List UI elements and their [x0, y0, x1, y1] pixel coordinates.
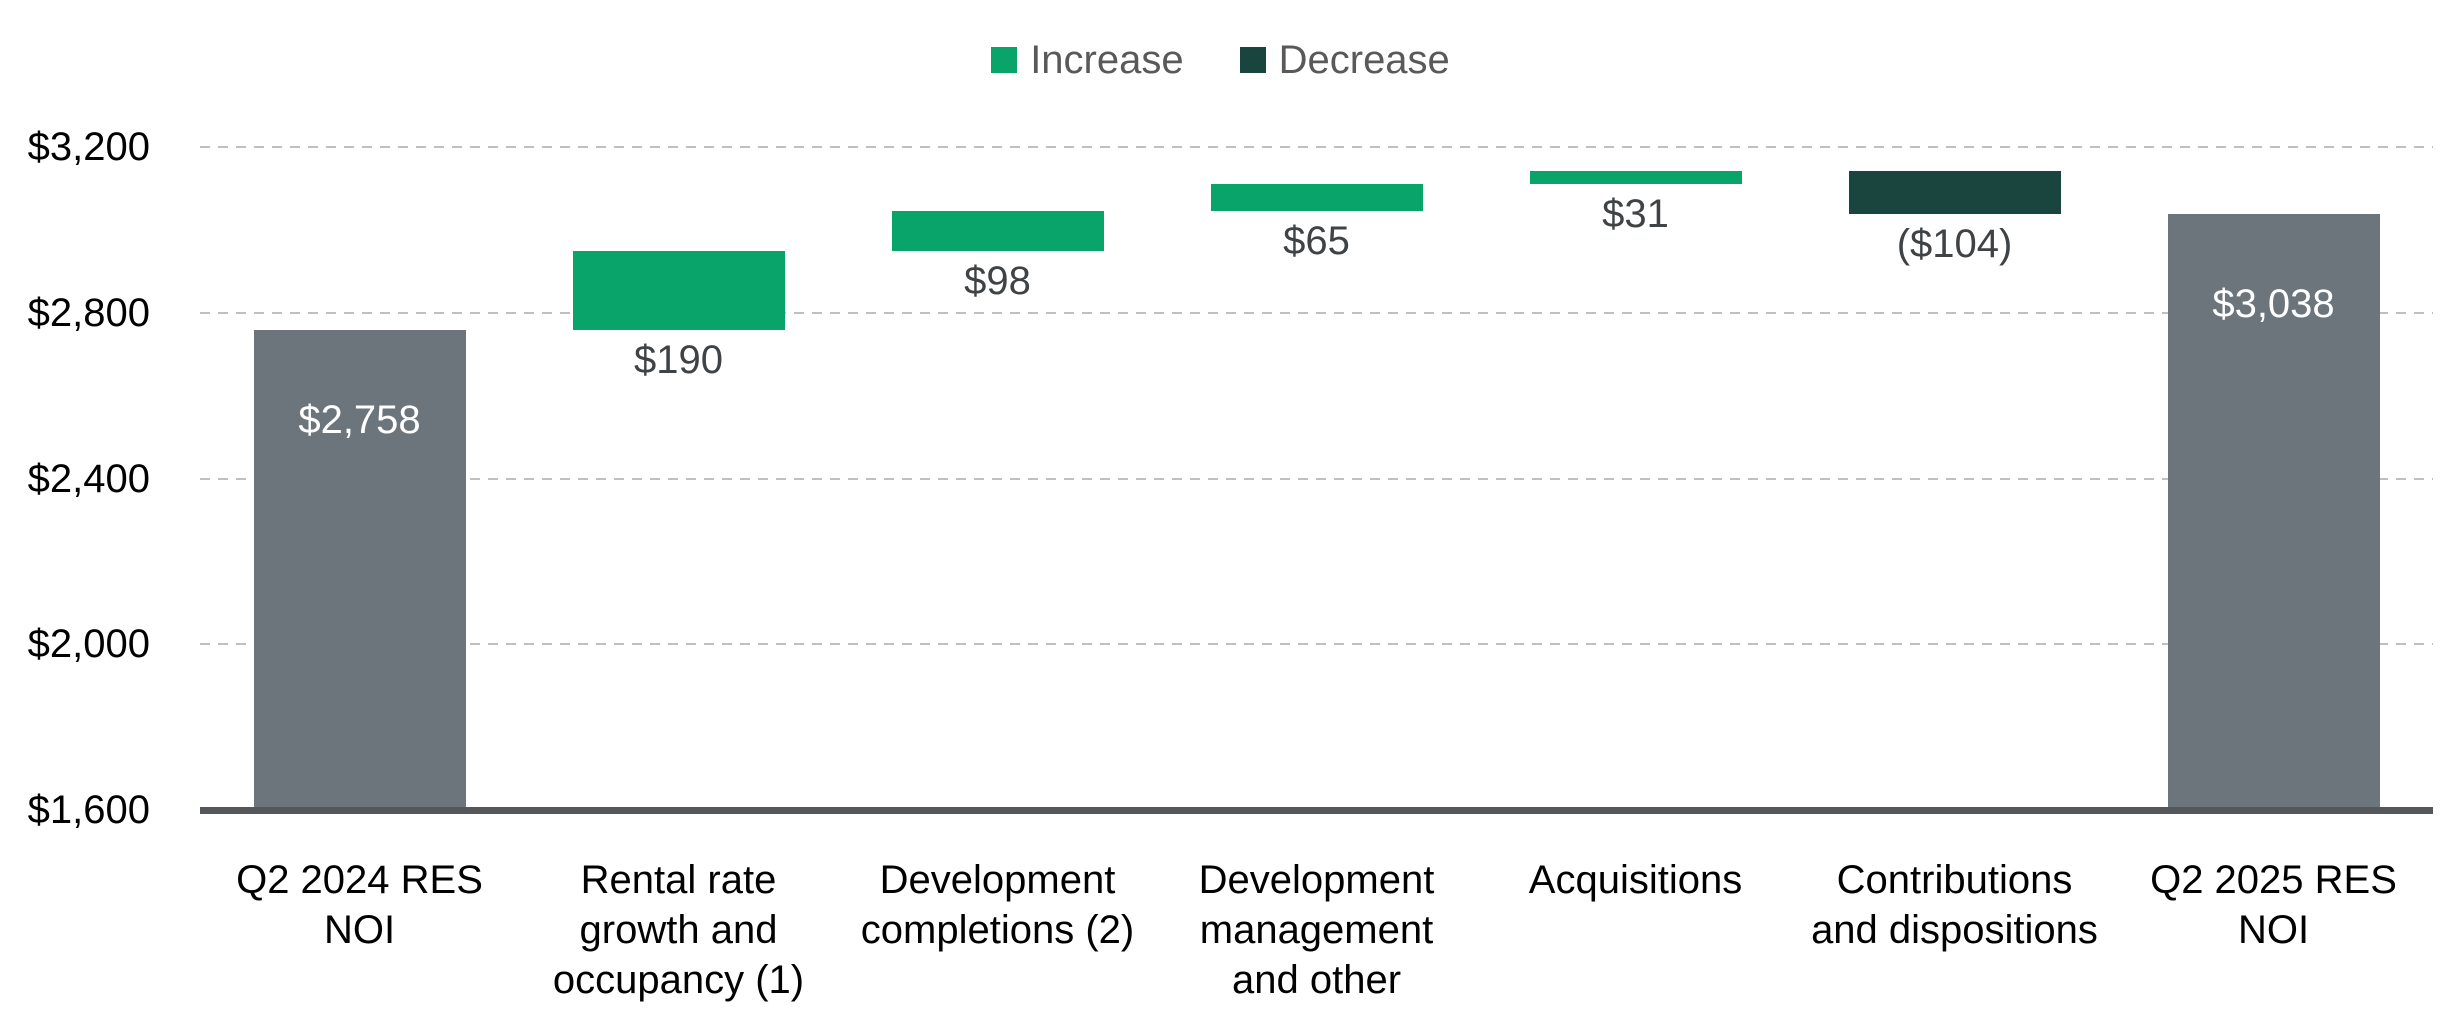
legend-label: Increase	[1030, 38, 1184, 82]
category-label: Rental rate growth and occupancy (1)	[552, 858, 805, 1002]
legend-item-decrease: Decrease	[1239, 38, 1450, 82]
legend-swatch-icon	[1239, 47, 1266, 73]
waterfall-bar-increase	[1210, 183, 1423, 211]
y-axis-tick-label: $2,800	[27, 290, 150, 335]
y-axis-tick-label: $2,000	[27, 622, 150, 667]
category-label: Development management and other	[1198, 858, 1435, 1002]
gridline	[200, 477, 2433, 480]
category-label: Contributions and dispositions	[1811, 858, 2098, 952]
legend-item-increase: Increase	[991, 38, 1184, 82]
waterfall-bar-total	[253, 330, 466, 810]
bar-value-label: $3,038	[2212, 282, 2335, 327]
y-axis-tick-label: $2,400	[27, 456, 150, 501]
bar-value-label: $2,758	[298, 398, 421, 443]
category-label: Development completions (2)	[860, 858, 1135, 952]
chart-legend: Increase Decrease	[0, 40, 2441, 80]
x-axis-line	[200, 806, 2433, 814]
waterfall-bar-total	[2167, 214, 2380, 810]
waterfall-bar-increase	[891, 210, 1104, 252]
gridline	[200, 643, 2433, 646]
category-label: Q2 2025 RES NOI	[2150, 858, 2397, 952]
legend-swatch-icon	[991, 47, 1018, 73]
bar-value-label: $31	[1602, 191, 1669, 236]
gridline	[200, 311, 2433, 314]
y-axis-tick-label: $1,600	[27, 788, 150, 832]
bar-value-label: $65	[1283, 218, 1350, 263]
category-label: Acquisitions	[1528, 858, 1743, 902]
category-label: Q2 2024 RES NOI	[236, 858, 483, 952]
waterfall-bar-decrease	[1848, 171, 2061, 215]
waterfall-bar-increase	[1529, 171, 1742, 184]
waterfall-bar-increase	[572, 251, 785, 331]
bar-value-label: $190	[634, 338, 723, 383]
y-axis-tick-label: $3,200	[27, 125, 150, 169]
bar-value-label: $98	[964, 259, 1031, 304]
gridline	[200, 146, 2433, 148]
bar-value-label: ($104)	[1896, 222, 2013, 267]
legend-label: Decrease	[1278, 38, 1450, 82]
